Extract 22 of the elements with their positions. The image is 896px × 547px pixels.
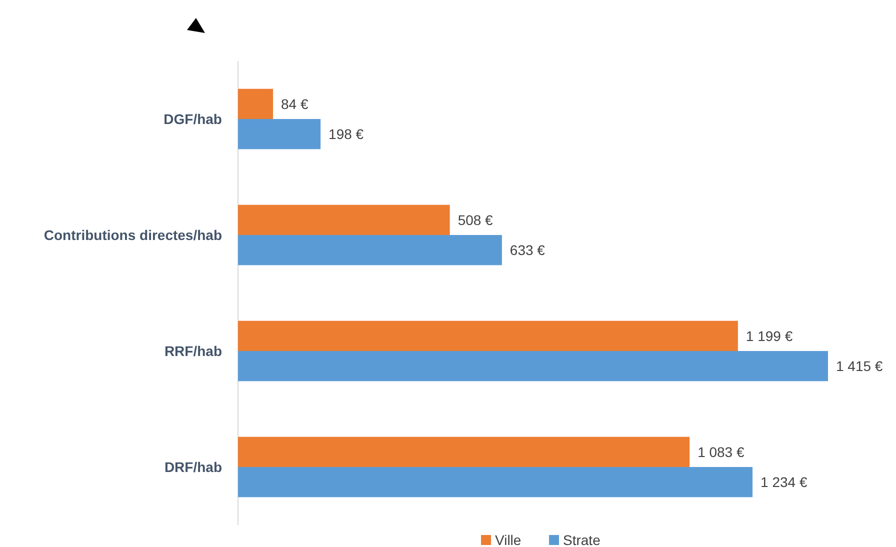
bar <box>238 235 502 266</box>
data-label: 198 € <box>328 126 364 142</box>
legend-label: Strate <box>563 532 601 547</box>
data-label: 508 € <box>458 212 494 228</box>
bar <box>238 351 828 382</box>
data-label: 1 199 € <box>746 328 793 344</box>
data-label: 84 € <box>281 96 308 112</box>
y-tick-label: DRF/hab <box>164 458 222 475</box>
data-label: 1 083 € <box>698 444 744 460</box>
bar <box>238 320 738 351</box>
bar <box>238 467 753 498</box>
bar <box>238 88 274 119</box>
data-label: 1 234 € <box>760 474 808 490</box>
y-tick-label: Contributions directes/hab <box>44 226 222 243</box>
y-tick-label: DGF/hab <box>164 110 222 127</box>
bar <box>238 204 450 235</box>
data-label: 633 € <box>510 242 546 258</box>
y-tick-label: RRF/hab <box>164 342 222 359</box>
data-label: 1 415 € <box>836 358 883 374</box>
legend-label: Ville <box>495 532 522 547</box>
bar <box>238 436 690 467</box>
bar <box>238 119 321 150</box>
